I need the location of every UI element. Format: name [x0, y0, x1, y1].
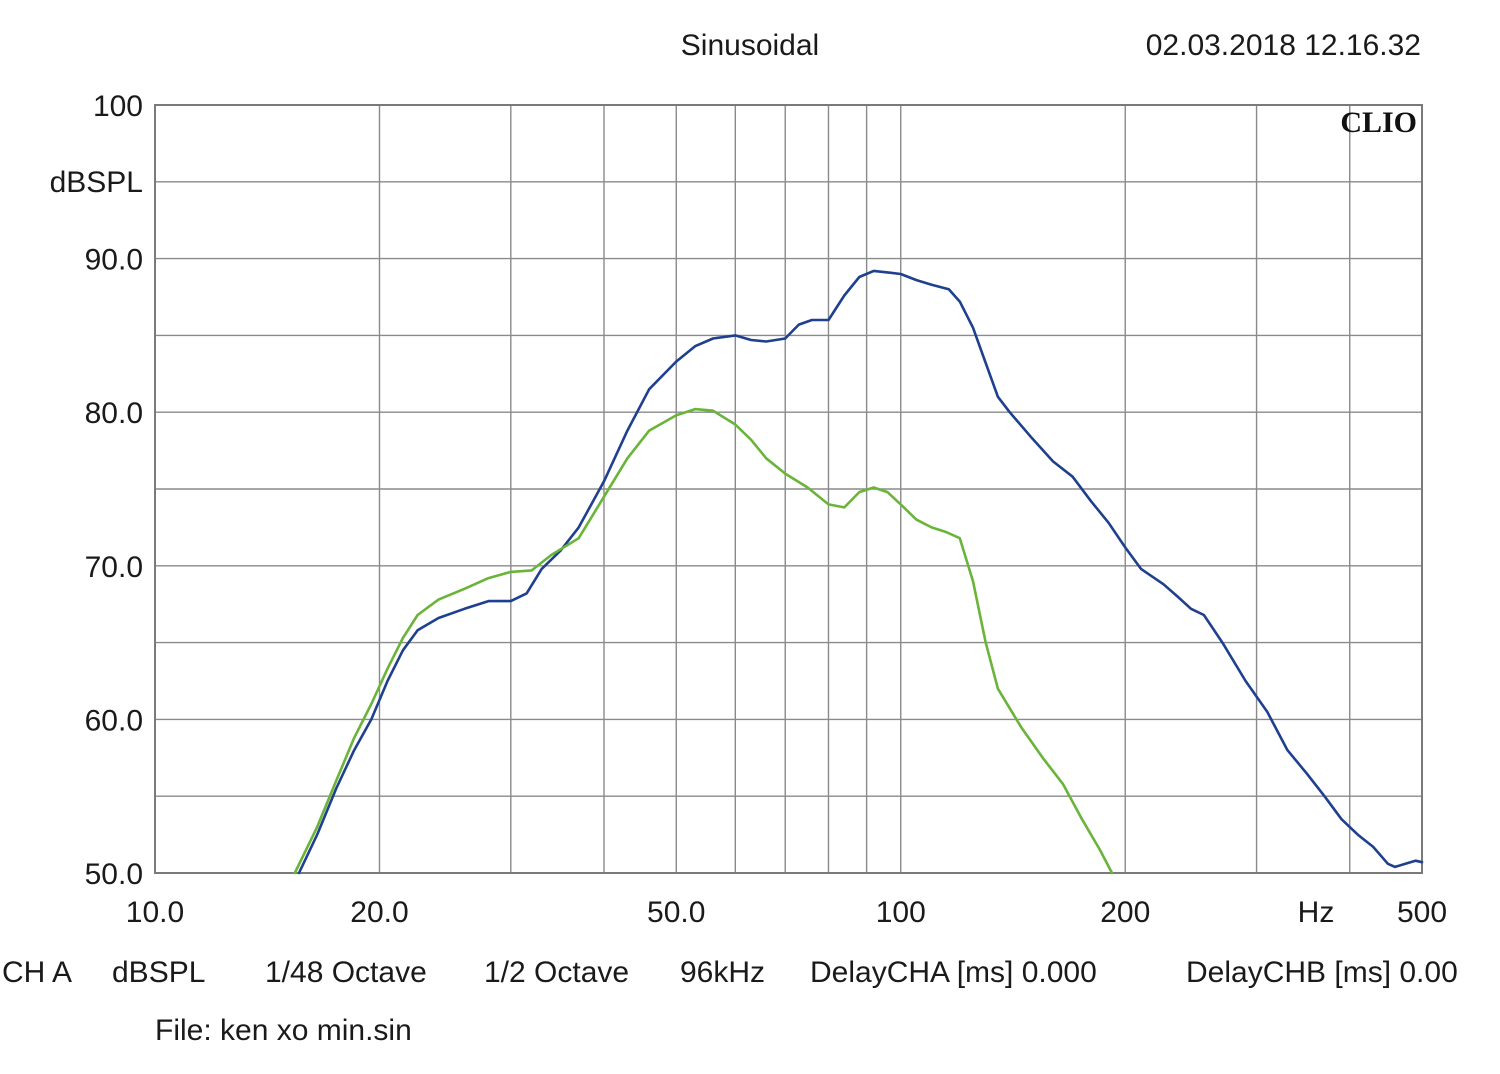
x-tick-label: 500	[1397, 896, 1447, 929]
x-tick-label: 200	[1100, 896, 1150, 929]
x-unit-label: Hz	[1298, 896, 1335, 929]
y-tick-label: 80.0	[85, 397, 143, 430]
y-tick-label: 60.0	[85, 704, 143, 737]
y-tick-label: 50.0	[85, 858, 143, 891]
x-tick-label: 20.0	[350, 896, 408, 929]
series-line-blue	[297, 269, 1424, 875]
brand-logo: CLIO	[1340, 106, 1417, 139]
y-tick-label: 70.0	[85, 551, 143, 584]
x-tick-label: 100	[876, 896, 926, 929]
info-delay-chb: DelayCHB [ms] 0.00	[1186, 956, 1458, 989]
series-line-green	[293, 407, 1114, 875]
info-smoothing: 1/2 Octave	[484, 956, 629, 989]
info-delay-cha: DelayCHA [ms] 0.000	[810, 956, 1097, 989]
x-tick-label: 10.0	[126, 896, 184, 929]
info-resolution: 1/48 Octave	[265, 956, 427, 989]
x-tick-label: 50.0	[647, 896, 705, 929]
file-name: File: ken xo min.sin	[155, 1014, 412, 1047]
grid-lines	[155, 105, 1422, 873]
timestamp: 02.03.2018 12.16.32	[1146, 29, 1421, 62]
measurement-info-row: CH A dBSPL 1/48 Octave 1/2 Octave 96kHz …	[2, 956, 1458, 989]
series-traces	[293, 269, 1424, 875]
info-sample-rate: 96kHz	[680, 956, 765, 989]
info-unit: dBSPL	[112, 956, 205, 989]
y-tick-label: 100	[93, 90, 143, 123]
chart-title: Sinusoidal	[681, 29, 819, 62]
tick-labels: 10.0 20.0 50.0 100 200 500 100 90.0 80.0 70.0 60.0…	[85, 90, 1447, 929]
y-tick-label: 90.0	[85, 244, 143, 277]
plot-frame	[154, 104, 1423, 874]
y-unit-label: dBSPL	[50, 166, 143, 199]
info-channel: CH A	[2, 956, 72, 989]
